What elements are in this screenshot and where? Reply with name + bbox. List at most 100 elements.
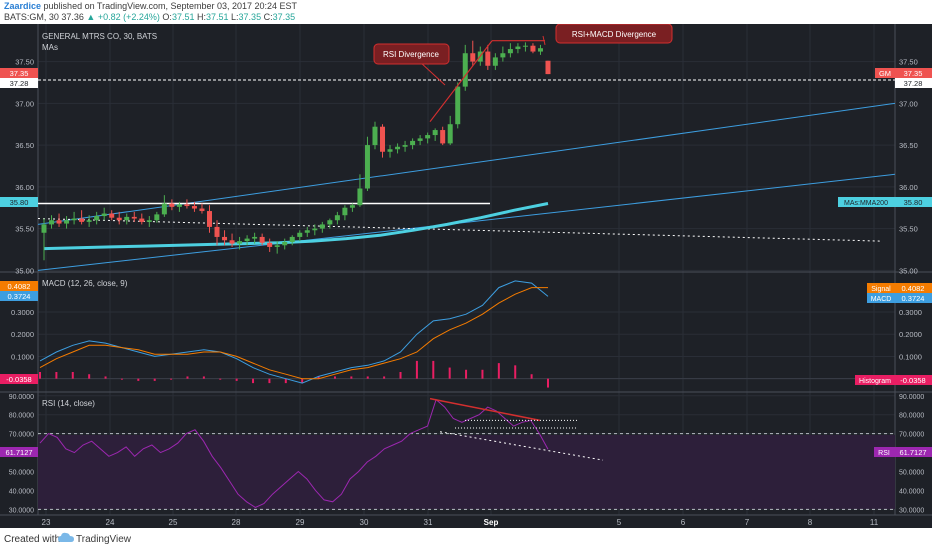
annotation-rsi-divergence[interactable]: RSI Divergence (373, 43, 450, 65)
svg-text:0.3724: 0.3724 (902, 294, 925, 303)
price-pane[interactable]: GENERAL MTRS CO, 30, BATS MAs RSI Diverg… (0, 24, 932, 275)
prev-close-tag-left: 37.28 (0, 78, 38, 88)
y-tick-label: 70.0000 (9, 432, 34, 439)
y-tick-label: 36.50 (15, 141, 34, 150)
y-tick-label: 80.0000 (899, 413, 924, 420)
tradingview-cloud-icon (58, 532, 74, 542)
chart-canvas[interactable]: GENERAL MTRS CO, 30, BATS MAs RSI Diverg… (0, 24, 932, 528)
y-tick-label: 37.00 (15, 99, 34, 108)
histogram-bar (252, 378, 255, 384)
rsi-divergence-callout-line (419, 61, 446, 86)
candle-body (349, 205, 355, 208)
svg-text:Histogram: Histogram (859, 378, 891, 385)
rsi-divergence-lines[interactable] (429, 397, 604, 461)
candle-body (222, 236, 228, 241)
histogram-bar (301, 378, 304, 384)
time-tick-label: 24 (106, 518, 115, 527)
candle-body (522, 45, 528, 47)
tradingview-brand[interactable]: TradingView (76, 534, 132, 545)
candle-body (244, 238, 250, 242)
candle-body (94, 216, 100, 221)
y-tick-label: 35.00 (15, 266, 34, 275)
candle-body (402, 145, 408, 147)
candle-body (425, 135, 431, 139)
candle-body (64, 220, 70, 224)
rsi-pane[interactable]: RSI (14, close) 90.000080.000070.000060.… (0, 394, 932, 515)
histogram-bar (186, 376, 189, 379)
svg-text:37.28: 37.28 (904, 79, 923, 88)
histogram-bar (284, 378, 287, 384)
svg-text:37.35: 37.35 (904, 69, 923, 78)
macd-pane[interactable]: MACD (12, 26, close, 9) 0.3000 0.2000 0.10… (0, 279, 932, 388)
candle-body (500, 53, 506, 58)
time-tick-label: 8 (808, 518, 813, 527)
y-tick-label: 37.00 (899, 99, 918, 108)
close-label: C: (263, 12, 273, 22)
candle-body (169, 203, 175, 207)
y-tick-label: 50.0000 (899, 469, 924, 476)
time-tick-label: Sep (484, 518, 499, 527)
histogram-bar (202, 376, 205, 379)
histogram-bar (350, 376, 353, 379)
histogram-tag-left: -0.0358 (0, 374, 38, 384)
svg-text:0.3724: 0.3724 (8, 292, 31, 301)
rsi-macd-callout-line (542, 35, 546, 45)
published-text: published on TradingView.com, September … (43, 1, 298, 11)
candle-body (154, 214, 160, 221)
histogram-bar (71, 372, 74, 379)
dotted-support-line (37, 218, 881, 242)
publish-line: Zaardice published on TradingView.com, S… (4, 1, 297, 12)
ma-tag-right: MAs:MMA200 35.80 (838, 197, 932, 207)
candle-body (387, 149, 393, 152)
candle-body (229, 240, 235, 244)
divergence-lines[interactable] (419, 35, 546, 123)
low-value: 37.35 (238, 12, 262, 22)
annotation-rsi-text: RSI Divergence (383, 50, 440, 59)
svg-text:-0.0358: -0.0358 (6, 375, 31, 384)
y-tick-label: 35.50 (15, 225, 34, 234)
histogram-bar (170, 378, 173, 380)
open-value: 37.51 (171, 12, 195, 22)
time-axis[interactable]: 23 24 25 28 29 30 31 Sep 5 6 7 8 11 (42, 518, 879, 527)
pane-separators (0, 24, 932, 516)
y-tick-label: 50.0000 (9, 469, 34, 476)
last-price-tag-left: 37.35 (0, 68, 38, 78)
rsi-title: RSI (14, close) (42, 399, 95, 408)
price-axis-left: 37.50 37.00 36.50 36.00 35.50 35.00 (15, 58, 34, 276)
candle-body (49, 220, 55, 225)
candle-body (507, 49, 513, 54)
candle-body (131, 216, 137, 219)
svg-text:GM: GM (879, 69, 891, 78)
svg-text:61.7127: 61.7127 (899, 448, 926, 457)
candle-body (304, 230, 310, 233)
candle-body (116, 217, 122, 221)
candle-body (515, 46, 521, 50)
candle-body (297, 232, 303, 237)
y-tick-label: 36.00 (899, 183, 918, 192)
candle-body (71, 218, 77, 221)
candle-body (274, 245, 280, 247)
candle-body (410, 140, 416, 146)
high-label: H: (196, 12, 206, 22)
username-link[interactable]: Zaardice (4, 1, 42, 11)
open-label: O: (162, 12, 172, 22)
annotation-rsi-macd-divergence[interactable]: RSI+MACD Divergence (555, 24, 673, 44)
gm-tag-right: GM 37.35 (875, 68, 932, 78)
svg-text:61.7127: 61.7127 (5, 448, 32, 457)
trendlines[interactable] (37, 79, 896, 271)
svg-text:0.4082: 0.4082 (8, 282, 31, 291)
histogram-bar (153, 378, 156, 381)
candle-body (455, 86, 461, 125)
candle-body (364, 145, 370, 189)
y-tick-label: 40.0000 (9, 488, 34, 495)
candle-body (312, 228, 318, 231)
ma200-line (43, 202, 549, 251)
rsi-band-fill (38, 435, 895, 509)
candle-body (259, 236, 265, 243)
y-tick-label: 0.1000 (899, 352, 922, 361)
ohlc-line: BATS:GM, 30 37.36 ▲ +0.82 (+2.24%) O:37.… (4, 12, 295, 23)
candle-body (191, 206, 197, 209)
price-axis-right: 37.50 37.00 36.50 36.00 35.50 35.00 (899, 58, 918, 276)
histogram-bar (88, 374, 91, 379)
svg-text:Signal: Signal (871, 286, 891, 293)
